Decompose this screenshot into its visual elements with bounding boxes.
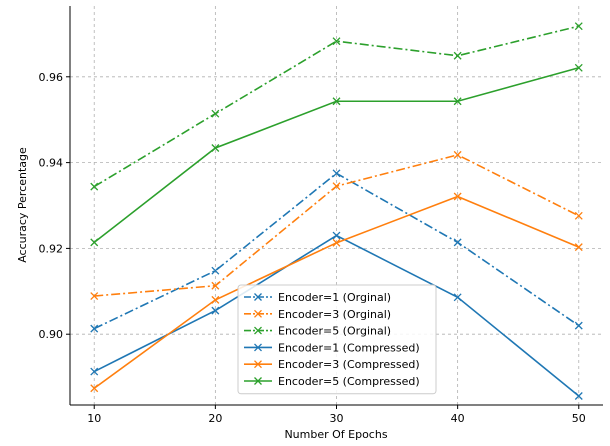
- legend-label: Encoder=5 (Orginal): [278, 325, 391, 338]
- data-point: [332, 238, 341, 247]
- data-point: [453, 97, 462, 106]
- y-axis-label: Accuracy Percentage: [16, 147, 29, 263]
- data-point: [211, 109, 220, 118]
- legend-item: Encoder=1 (Compressed): [244, 341, 420, 354]
- legend-marker: [254, 343, 262, 352]
- data-point: [211, 266, 220, 275]
- data-point: [211, 144, 220, 152]
- data-point: [211, 306, 220, 315]
- legend-box: [237, 284, 437, 395]
- series-4: [90, 231, 583, 400]
- data-point: [90, 292, 99, 300]
- data-point: [574, 321, 583, 330]
- y-tick-label: 0.90: [39, 328, 64, 341]
- x-tick-label: 20: [208, 412, 222, 425]
- legend-marker: [254, 293, 262, 301]
- data-point: [332, 169, 341, 178]
- series-1: [90, 169, 583, 333]
- data-point: [574, 63, 583, 72]
- legend-label: Encoder=1 (Orginal): [278, 291, 391, 304]
- legend-label: Encoder=1 (Compressed): [278, 341, 420, 354]
- legend-marker: [254, 360, 262, 369]
- series-6: [90, 63, 583, 247]
- data-point: [574, 211, 583, 220]
- data-point: [332, 182, 341, 191]
- series-2: [90, 150, 583, 300]
- data-point: [211, 281, 220, 290]
- series-lines: [90, 22, 583, 400]
- legend-item: Encoder=1 (Orginal): [244, 291, 391, 304]
- data-point: [453, 238, 462, 247]
- series-5: [90, 192, 583, 393]
- x-tick-label: 30: [330, 412, 344, 425]
- data-point: [574, 392, 583, 400]
- data-point: [332, 231, 341, 240]
- legend-marker: [254, 377, 262, 385]
- data-point: [90, 238, 99, 247]
- legend: Encoder=1 (Orginal) Encoder=3 (Orginal) En…: [237, 284, 437, 395]
- legend-marker: [254, 326, 262, 335]
- data-point: [453, 51, 462, 60]
- data-point: [574, 22, 583, 31]
- x-tick-label: 50: [572, 412, 586, 425]
- legend-item: Encoder=3 (Orginal): [244, 308, 391, 321]
- legend-label: Encoder=5 (Compressed): [278, 375, 420, 388]
- legend-marker: [254, 309, 262, 318]
- data-point: [332, 37, 341, 46]
- data-point: [332, 97, 341, 106]
- data-point: [574, 243, 583, 252]
- data-point: [453, 293, 462, 302]
- data-point: [453, 150, 462, 159]
- x-axis-label: Number Of Epochs: [284, 428, 387, 441]
- y-tick-label: 0.94: [39, 157, 64, 170]
- series-3: [90, 22, 583, 191]
- x-tick-label: 10: [87, 412, 101, 425]
- data-point: [90, 182, 99, 191]
- data-point: [211, 295, 220, 304]
- y-tick-label: 0.96: [39, 71, 64, 84]
- y-tick-label: 0.92: [39, 242, 64, 255]
- legend-item: Encoder=5 (Compressed): [244, 375, 420, 388]
- data-point: [90, 384, 99, 393]
- data-point: [90, 367, 99, 376]
- legend-label: Encoder=3 (Orginal): [278, 308, 391, 321]
- axes: 10 20 30 40 50 0.90 0.92 0.94 0.96: [39, 6, 603, 425]
- legend-label: Encoder=3 (Compressed): [278, 358, 420, 371]
- data-point: [90, 324, 99, 333]
- series-line: [93, 25, 579, 188]
- legend-item: Encoder=5 (Orginal): [244, 325, 391, 338]
- x-tick-label: 40: [451, 412, 465, 425]
- data-point: [453, 192, 462, 201]
- legend-item: Encoder=3 (Compressed): [244, 358, 420, 371]
